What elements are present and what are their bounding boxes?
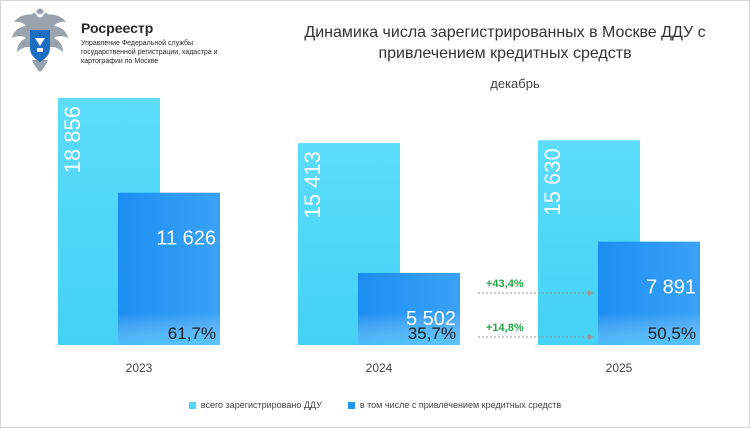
rosreestr-emblem-icon: [12, 8, 68, 72]
growth-arrow-head-1: [588, 334, 594, 340]
growth-arrow-head-0: [588, 290, 594, 296]
growth-annotation-0: +43,4%: [486, 278, 524, 290]
legend-label-total: всего зарегистрировано ДДУ: [200, 400, 322, 410]
bar-total-label-2024: 15 413: [300, 151, 325, 218]
bar-credit-share-band-2025: [598, 313, 700, 345]
brand-subtitle: Управление Федеральной службы государств…: [81, 40, 218, 65]
bar-credit-label-2025: 7 891: [646, 277, 696, 299]
legend: всего зарегистрировано ДДУ в том числе с…: [0, 400, 750, 410]
bar-credit-label-2023: 11 626: [156, 228, 216, 250]
bar-total-label-2023: 18 856: [60, 106, 85, 173]
legend-item-credit: в том числе с привлечением кредитных сре…: [347, 400, 562, 410]
legend-swatch-credit: [347, 401, 355, 409]
bar-credit-share-band-2024: [358, 313, 460, 345]
chart-subtitle: декабрь: [490, 76, 540, 91]
bar-credit-label-2024: 5 502: [406, 308, 456, 330]
x-tick-label-2024: 2024: [366, 361, 393, 375]
bar-share-label-2025: 50,5%: [648, 324, 696, 343]
legend-swatch-total: [188, 401, 196, 409]
bar-total-label-2025: 15 630: [540, 148, 565, 215]
bar-share-label-2024: 35,7%: [408, 324, 456, 343]
bar-share-label-2023: 61,7%: [168, 324, 216, 343]
growth-annotation-1: +14,8%: [486, 322, 524, 334]
chart-title: Динамика числа зарегистрированных в Моск…: [304, 24, 706, 62]
legend-label-credit: в том числе с привлечением кредитных сре…: [359, 400, 562, 410]
legend-item-total: всего зарегистрировано ДДУ: [188, 400, 322, 410]
x-tick-label-2023: 2023: [126, 361, 153, 375]
bar-credit-share-band-2023: [118, 313, 220, 345]
x-tick-label-2025: 2025: [606, 361, 633, 375]
brand-name: Росреестр: [81, 20, 154, 36]
